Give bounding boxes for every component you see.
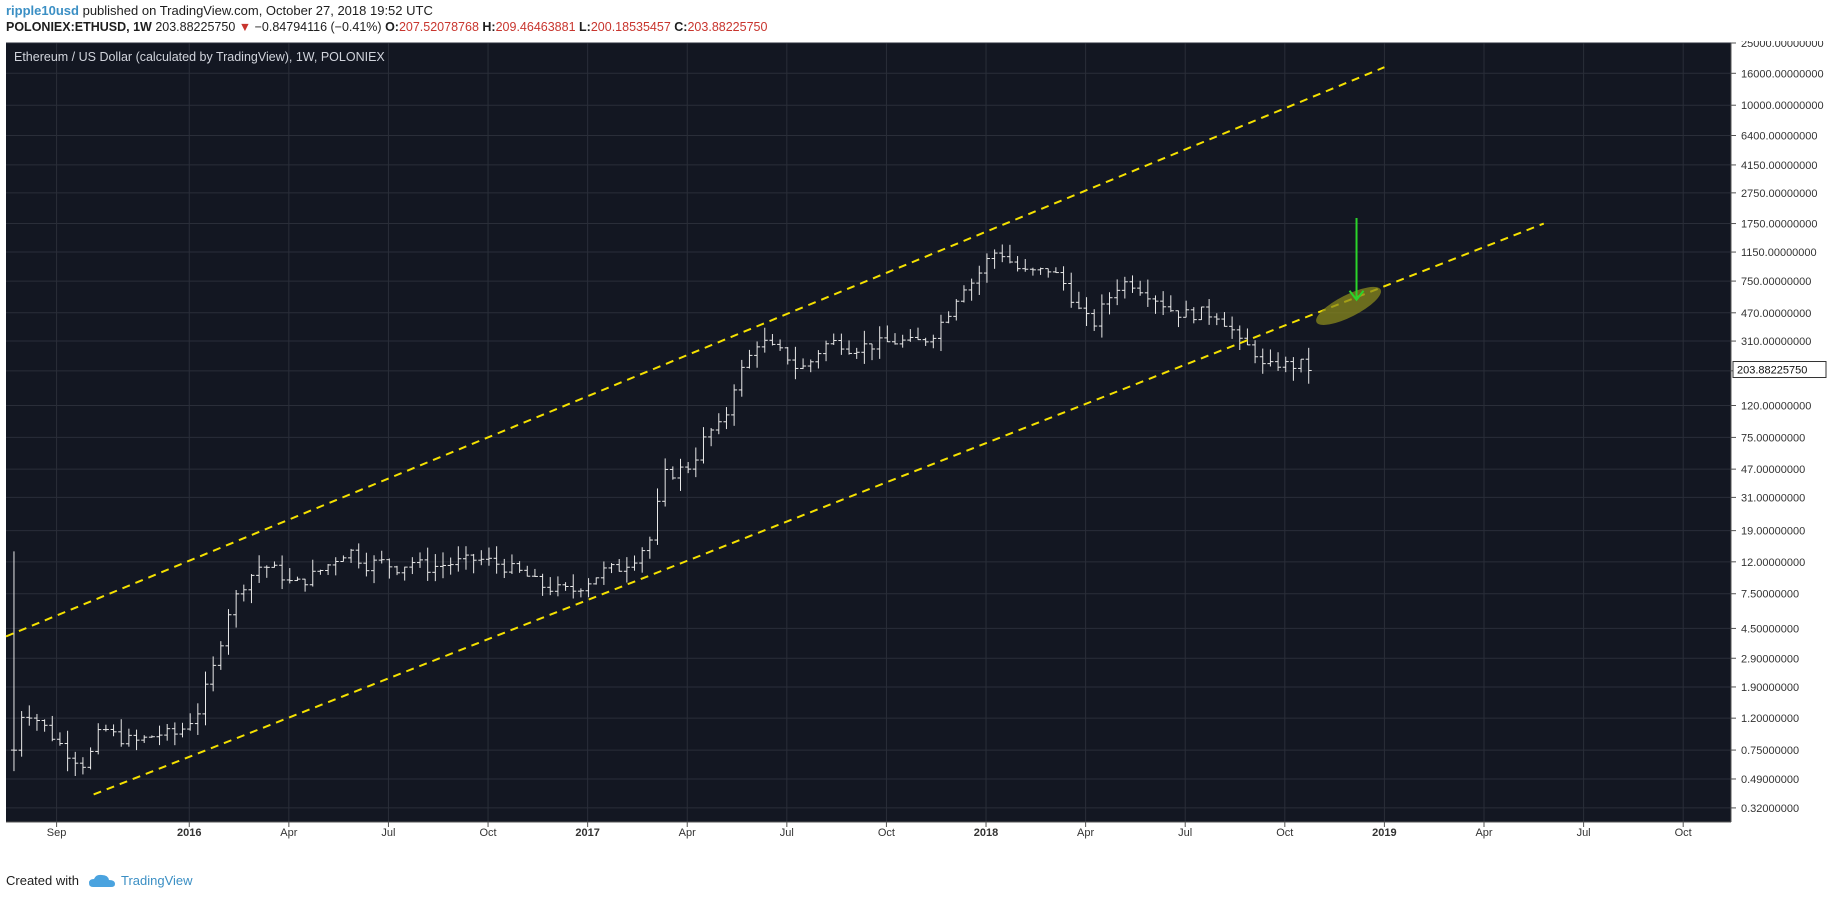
price-tick-label: 75.00000000 bbox=[1741, 432, 1805, 444]
annotations[interactable] bbox=[1311, 217, 1385, 332]
price-tick-label: 470.00000000 bbox=[1741, 308, 1811, 320]
price-tick-label: 0.49000000 bbox=[1741, 774, 1799, 786]
price-tick-label: 1150.00000000 bbox=[1741, 247, 1817, 259]
publish-line: ripple10usd published on TradingView.com… bbox=[6, 3, 433, 18]
time-tick-label: Oct bbox=[878, 827, 895, 839]
upper-channel-line[interactable] bbox=[5, 66, 1385, 638]
price-tick-label: 12.00000000 bbox=[1741, 557, 1805, 569]
time-tick-label: Apr bbox=[679, 827, 696, 839]
time-tick-label: Jul bbox=[780, 827, 794, 839]
price-tick-label: 10000.00000000 bbox=[1741, 100, 1824, 112]
price-axis[interactable] bbox=[1731, 43, 1828, 864]
last-price-value: 203.88225750 bbox=[1737, 365, 1807, 377]
price-tick-label: 4150.00000000 bbox=[1741, 160, 1817, 172]
time-tick-label: 2018 bbox=[974, 827, 998, 839]
time-tick-label: 2017 bbox=[575, 827, 599, 839]
price-tick-label: 7.50000000 bbox=[1741, 589, 1799, 601]
time-tick-label: Sep bbox=[47, 827, 67, 839]
price-chart[interactable]: Ethereum / US Dollar (calculated by Trad… bbox=[0, 41, 1828, 864]
high-value: 209.46463881 bbox=[495, 20, 576, 34]
price-tick-label: 47.00000000 bbox=[1741, 464, 1805, 476]
time-tick-label: Apr bbox=[280, 827, 297, 839]
published-text: published on TradingView.com, October 27… bbox=[82, 3, 433, 18]
price-tick-label: 25000.00000000 bbox=[1741, 41, 1824, 50]
price-tick-labels: 25000.00000000 16000.00000000 10000.000000… bbox=[1731, 41, 1824, 815]
green-arrow-head bbox=[1348, 290, 1365, 302]
time-tick-label: Oct bbox=[479, 827, 496, 839]
price-tick-label: 16000.00000000 bbox=[1741, 68, 1824, 80]
close-label: C: bbox=[674, 20, 688, 34]
time-tick-label: Jul bbox=[381, 827, 395, 839]
lower-channel-line[interactable] bbox=[93, 222, 1545, 796]
high-label: H: bbox=[482, 20, 496, 34]
last-price-tag: 203.88225750 bbox=[1732, 361, 1827, 379]
grid bbox=[6, 42, 1732, 823]
price-tick-label: 120.00000000 bbox=[1741, 400, 1811, 412]
time-tick-labels: Sep 2016 Apr Jul Oct 2017 Apr Jul Oct 2018 Apr Jul O… bbox=[47, 822, 1692, 839]
price-tick-label: 19.00000000 bbox=[1741, 526, 1805, 538]
time-tick-label: 2016 bbox=[177, 827, 201, 839]
price-tick-label: 6400.00000000 bbox=[1741, 131, 1817, 143]
down-arrow-icon: ▼ bbox=[238, 20, 252, 34]
ohlc-line: POLONIEX:ETHUSD, 1W 203.88225750 ▼ −0.84… bbox=[6, 20, 767, 34]
plot-area[interactable] bbox=[6, 43, 1731, 822]
time-tick-label: 2019 bbox=[1372, 827, 1396, 839]
low-label: L: bbox=[579, 20, 591, 34]
time-tick-label: Jul bbox=[1178, 827, 1192, 839]
last-price-box bbox=[1732, 361, 1827, 379]
price-tick-label: 31.00000000 bbox=[1741, 492, 1805, 504]
price-tick-label: 1750.00000000 bbox=[1741, 219, 1817, 231]
symbol-label: POLONIEX:ETHUSD, 1W bbox=[6, 20, 152, 34]
price-tick-label: 4.50000000 bbox=[1741, 623, 1799, 635]
price-tick-label: 0.75000000 bbox=[1741, 745, 1799, 757]
tradingview-cloud-icon bbox=[88, 874, 115, 887]
created-with-label: Created with bbox=[6, 873, 79, 888]
author-username[interactable]: ripple10usd bbox=[6, 3, 79, 18]
time-tick-label: Apr bbox=[1077, 827, 1094, 839]
price-tick-label: 0.32000000 bbox=[1741, 803, 1799, 815]
ohlc-bars bbox=[10, 244, 1312, 776]
time-tick-label: Oct bbox=[1276, 827, 1293, 839]
open-value: 207.52078768 bbox=[398, 20, 479, 34]
time-tick-label: Jul bbox=[1577, 827, 1591, 839]
chart-title: Ethereum / US Dollar (calculated by Trad… bbox=[14, 50, 385, 64]
channel-lines[interactable] bbox=[5, 66, 1545, 796]
close-value: 203.88225750 bbox=[687, 20, 768, 34]
time-tick-label: Apr bbox=[1475, 827, 1492, 839]
price-tick-label: 2.90000000 bbox=[1741, 653, 1799, 665]
last-price: 203.88225750 bbox=[155, 20, 236, 34]
price-tick-label: 310.00000000 bbox=[1741, 336, 1811, 348]
price-tick-label: 2750.00000000 bbox=[1741, 188, 1817, 200]
tradingview-link[interactable]: TradingView bbox=[120, 873, 193, 888]
time-axis[interactable] bbox=[6, 822, 1731, 864]
price-tick-label: 1.90000000 bbox=[1741, 682, 1799, 694]
time-tick-label: Oct bbox=[1675, 827, 1692, 839]
price-tick-label: 1.20000000 bbox=[1741, 713, 1799, 725]
low-value: 200.18535457 bbox=[590, 20, 671, 34]
footer: Created with TradingView bbox=[6, 873, 193, 888]
highlight-ellipse[interactable] bbox=[1311, 280, 1385, 332]
price-change: −0.84794116 (−0.41%) bbox=[254, 20, 382, 34]
open-label: O: bbox=[385, 20, 399, 34]
price-tick-label: 750.00000000 bbox=[1741, 276, 1811, 288]
